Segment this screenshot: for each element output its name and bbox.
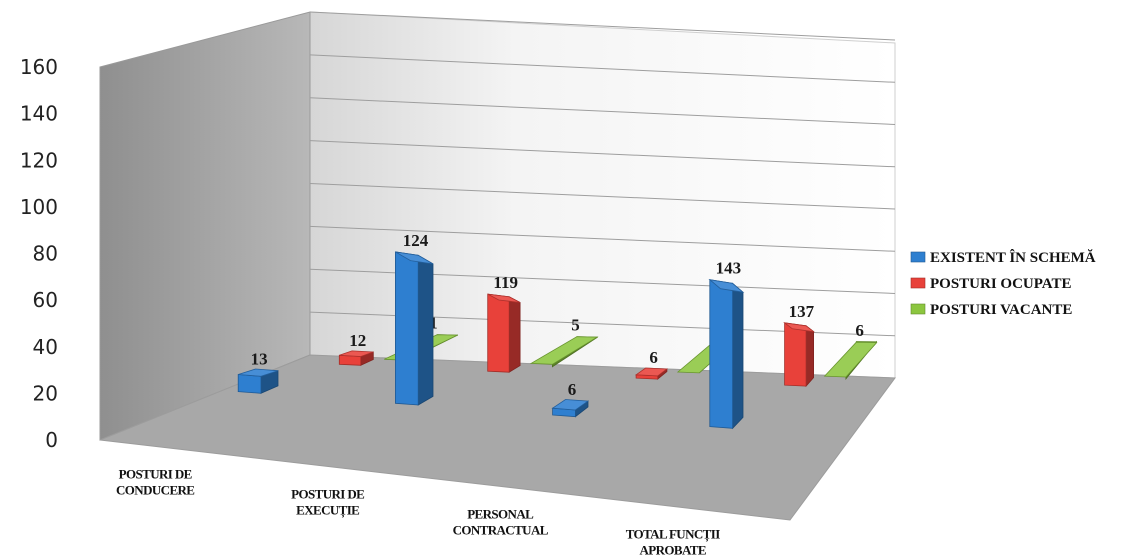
- bar-group: [529, 336, 599, 368]
- bar-group: [708, 279, 745, 430]
- x-tick-label: POSTURI DE CONDUCERE: [116, 466, 194, 497]
- data-label: 6: [649, 348, 658, 367]
- bar-side: [417, 254, 434, 406]
- y-tick-label: 140: [20, 102, 58, 126]
- bar: [394, 251, 419, 406]
- legend-swatch: [910, 303, 926, 315]
- y-tick-label: 40: [33, 335, 58, 359]
- bar-group: [783, 322, 816, 388]
- legend-label: EXISTENT ÎN SCHEMĂ: [930, 249, 1096, 266]
- bar-top: [708, 279, 745, 293]
- bar-top: [395, 251, 434, 265]
- data-label: 143: [716, 259, 742, 278]
- bar-top: [551, 399, 590, 411]
- bar: [237, 374, 262, 394]
- y-tick-label: 20: [33, 381, 58, 405]
- bar-group: [237, 368, 279, 394]
- gridline: [309, 140, 896, 168]
- bar-top: [823, 341, 878, 378]
- bar-side: [508, 296, 521, 373]
- x-tick-label: TOTAL FUNCȚII APROBATE: [626, 526, 720, 556]
- bar-top: [339, 350, 374, 357]
- x-tick-label: PERSONAL CONTRACTUAL: [453, 506, 549, 537]
- data-label: 12: [349, 331, 366, 350]
- y-tick-label: 0: [45, 428, 58, 452]
- data-label: 124: [403, 231, 429, 250]
- bar-group: [487, 293, 521, 373]
- bar-top: [238, 368, 279, 377]
- bar: [709, 279, 733, 429]
- bar-group: [551, 399, 590, 418]
- y-tick-label: 160: [20, 55, 58, 79]
- data-label: 5: [571, 316, 580, 335]
- legend-label: POSTURI VACANTE: [930, 302, 1072, 318]
- y-tick-label: 80: [33, 242, 58, 266]
- bar-side: [732, 282, 744, 430]
- data-label: 119: [493, 273, 518, 292]
- bar: [338, 354, 362, 366]
- data-label: 137: [789, 302, 815, 321]
- x-tick-label: POSTURI DE EXECUȚIE: [291, 486, 364, 518]
- y-tick-label: 100: [20, 195, 58, 219]
- bar-top: [487, 293, 521, 303]
- y-tick-label: 120: [20, 148, 58, 172]
- bar-top: [529, 336, 599, 365]
- legend-label: POSTURI OCUPATE: [930, 276, 1072, 292]
- gridline: [309, 225, 896, 252]
- legend-swatch: [910, 251, 926, 263]
- y-tick-label: 60: [33, 288, 58, 312]
- data-label: 6: [855, 321, 864, 340]
- bar-group: [823, 340, 878, 381]
- legend-swatch: [910, 277, 926, 289]
- bar-group: [338, 350, 374, 366]
- gridline: [309, 11, 896, 41]
- legend: EXISTENT ÎN SCHEMĂ POSTURI OCUPATE POSTURI…: [910, 249, 1096, 318]
- bar: [784, 322, 807, 387]
- bar-top: [634, 367, 669, 377]
- bar: [487, 293, 510, 373]
- bar-group: [634, 367, 669, 380]
- gridline: [309, 183, 896, 210]
- bar-side: [805, 324, 814, 388]
- bar-group: [394, 251, 434, 406]
- gridline: [309, 97, 896, 125]
- data-label: 6: [568, 380, 577, 399]
- data-label: 13: [251, 350, 268, 369]
- gridline: [309, 54, 896, 83]
- bar-top: [783, 322, 816, 333]
